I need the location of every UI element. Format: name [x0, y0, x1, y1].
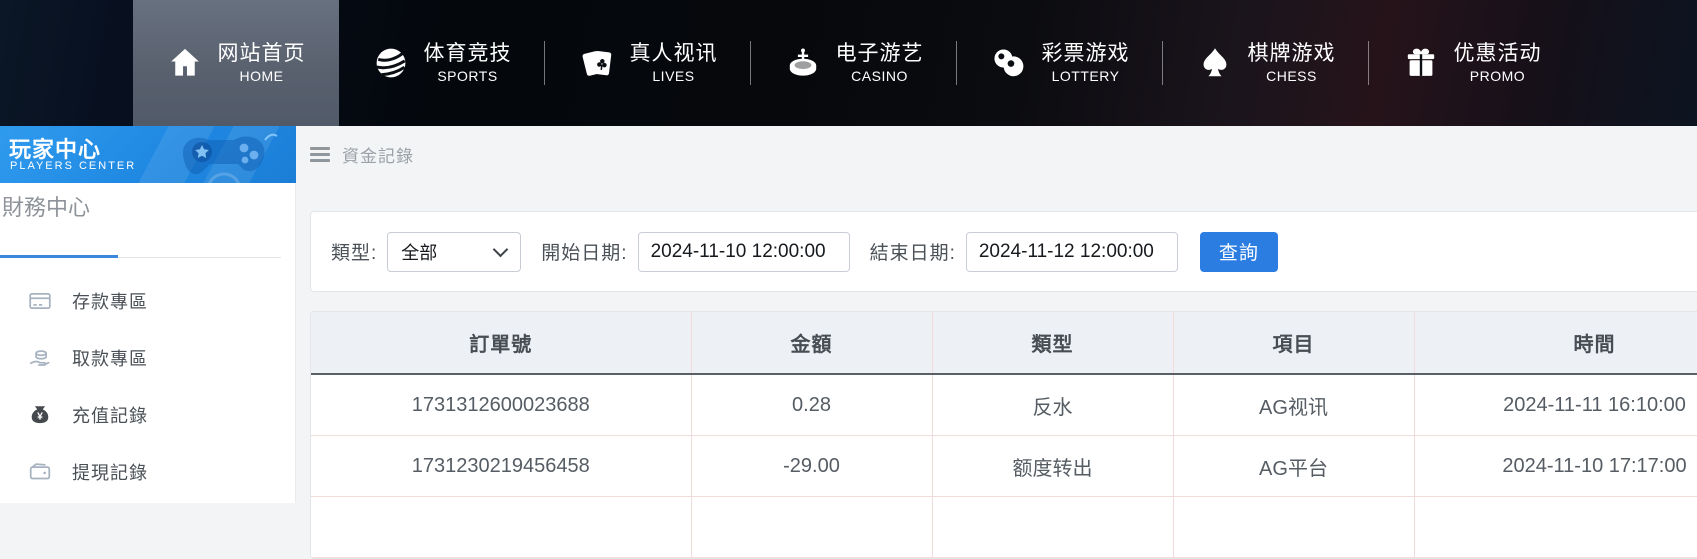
sports-icon [373, 45, 409, 81]
funds-table: 訂單號 金額 類型 項目 時間 1731312600023688 0.28 反水 AG视讯 202… [311, 312, 1697, 558]
section-divider [0, 257, 281, 258]
start-date-group: 開始日期: [541, 231, 850, 272]
table-cell: AG视讯 [1173, 374, 1415, 436]
section-divider-accent [0, 255, 118, 258]
sidebar-menu: 存款專區取款專區 ¥ 充值記錄提現記錄 [0, 272, 295, 500]
lottery-icon [991, 45, 1027, 81]
gift-icon [1403, 45, 1439, 81]
deposit-icon [28, 289, 52, 313]
cards-icon [579, 45, 615, 81]
withdrawal-icon [28, 460, 52, 484]
nav-label-zh: 真人视讯 [629, 42, 718, 65]
nav-item-promo[interactable]: 优惠活动 PROMO [1369, 0, 1575, 126]
table-row: 1731230219456458 -29.00 额度转出 AG平台 2024-11-10… [311, 435, 1697, 497]
nav-label-zh: 电子游艺 [835, 42, 924, 65]
nav-label-en: PROMO [1469, 68, 1526, 85]
table-cell [691, 496, 933, 558]
sidebar: 玩家中心 PLAYERS CENTER 財務中心 存款專區取款專區 ¥ 充值記錄提現… [0, 126, 296, 503]
end-date-input[interactable] [965, 231, 1178, 272]
nav-label-en: CASINO [851, 68, 908, 85]
home-icon [167, 45, 203, 81]
search-button[interactable]: 查詢 [1199, 231, 1278, 272]
svg-text:¥: ¥ [37, 411, 43, 422]
nav-item-lottery[interactable]: 彩票游戏 LOTTERY [957, 0, 1163, 126]
type-select[interactable]: 全部 [387, 231, 522, 272]
nav-item-home[interactable]: 网站首页 HOME [133, 0, 339, 126]
nav-label-en: CHESS [1266, 68, 1317, 85]
sidebar-item-label: 取款專區 [72, 348, 148, 369]
column-header: 類型 [932, 312, 1174, 375]
roulette-icon [785, 45, 821, 81]
finance-center-section-title[interactable]: 財務中心 [2, 195, 91, 220]
sidebar-item-deposit[interactable]: 存款專區 [0, 272, 295, 329]
nav-label-zh: 网站首页 [217, 42, 306, 65]
table-row: 1731312600023688 0.28 反水 AG视讯 2024-11-11 16:… [311, 374, 1697, 436]
nav-label-en: SPORTS [437, 68, 498, 85]
players-center-title: 玩家中心 [9, 137, 102, 162]
main-content: 資金記錄 類型: 全部 開始日期: 結束日期: 查詢 訂單號金額類型項目時間17… [296, 126, 1697, 559]
menu-toggle-icon[interactable] [310, 147, 330, 162]
end-date-group: 結束日期: [869, 231, 1178, 272]
breadcrumb-label: 資金記錄 [342, 147, 414, 166]
end-date-label: 結束日期: [869, 243, 956, 264]
table-cell: 额度转出 [932, 435, 1174, 497]
sidebar-item-label: 提現記錄 [72, 462, 148, 483]
nav-label-zh: 彩票游戏 [1041, 42, 1130, 65]
table-cell [311, 496, 692, 558]
funds-table-card: 訂單號 金額 類型 項目 時間 1731312600023688 0.28 反水 AG视讯 202… [310, 311, 1697, 559]
breadcrumb: 資金記錄 [310, 142, 414, 167]
start-date-input[interactable] [637, 231, 850, 272]
column-header: 時間 [1414, 312, 1697, 375]
top-navigation-bar: 网站首页 HOME 体育竞技 SPORTS 真人视讯 LIVES 电子游艺 CASINO 彩票游… [0, 0, 1697, 126]
table-cell: 1731312600023688 [311, 374, 692, 436]
type-select-value: 全部 [401, 242, 438, 263]
table-cell: 2024-11-10 17:17:00 [1414, 435, 1697, 497]
nav-label-en: LIVES [652, 68, 695, 85]
nav-label-en: HOME [239, 68, 284, 85]
table-cell [1414, 496, 1697, 558]
sidebar-item-label: 充值記錄 [72, 405, 148, 426]
chevron-down-icon [493, 241, 509, 258]
table-cell: 1731230219456458 [311, 435, 692, 497]
start-date-label: 開始日期: [541, 243, 628, 264]
type-filter-group: 類型: 全部 [331, 231, 522, 272]
table-cell [932, 496, 1174, 558]
players-center-subtitle: PLAYERS CENTER [10, 160, 137, 172]
sidebar-item-recharge[interactable]: ¥ 充值記錄 [0, 386, 295, 443]
table-cell: 2024-11-11 16:10:00 [1414, 374, 1697, 436]
column-header: 金額 [691, 312, 933, 375]
column-header: 項目 [1173, 312, 1415, 375]
recharge-icon: ¥ [28, 403, 52, 427]
players-center-header[interactable]: 玩家中心 PLAYERS CENTER [0, 126, 296, 183]
sidebar-item-withdraw[interactable]: 取款專區 [0, 329, 295, 386]
table-row [311, 496, 1697, 558]
sidebar-item-withdrawal[interactable]: 提現記錄 [0, 443, 295, 500]
table-cell [1173, 496, 1415, 558]
sidebar-item-label: 存款專區 [72, 291, 148, 312]
nav-items: 网站首页 HOME 体育竞技 SPORTS 真人视讯 LIVES 电子游艺 CASINO 彩票游… [133, 0, 1575, 126]
filter-panel: 類型: 全部 開始日期: 結束日期: 查詢 [310, 211, 1697, 292]
withdraw-icon [28, 346, 52, 370]
spade-icon [1197, 45, 1233, 81]
type-label: 類型: [331, 243, 378, 264]
gamepad-icon [182, 133, 278, 183]
nav-label-zh: 棋牌游戏 [1247, 42, 1336, 65]
nav-item-lives[interactable]: 真人视讯 LIVES [545, 0, 751, 126]
table-header-row: 訂單號 金額 類型 項目 時間 [311, 312, 1697, 375]
nav-item-sports[interactable]: 体育竞技 SPORTS [339, 0, 545, 126]
table-cell: AG平台 [1173, 435, 1415, 497]
nav-item-chess[interactable]: 棋牌游戏 CHESS [1163, 0, 1369, 126]
table-cell: -29.00 [691, 435, 933, 497]
table-cell: 0.28 [691, 374, 933, 436]
nav-item-casino[interactable]: 电子游艺 CASINO [751, 0, 957, 126]
nav-label-zh: 优惠活动 [1453, 42, 1542, 65]
table-cell: 反水 [932, 374, 1174, 436]
nav-label-en: LOTTERY [1051, 68, 1120, 85]
nav-label-zh: 体育竞技 [423, 42, 512, 65]
column-header: 訂單號 [311, 312, 692, 375]
